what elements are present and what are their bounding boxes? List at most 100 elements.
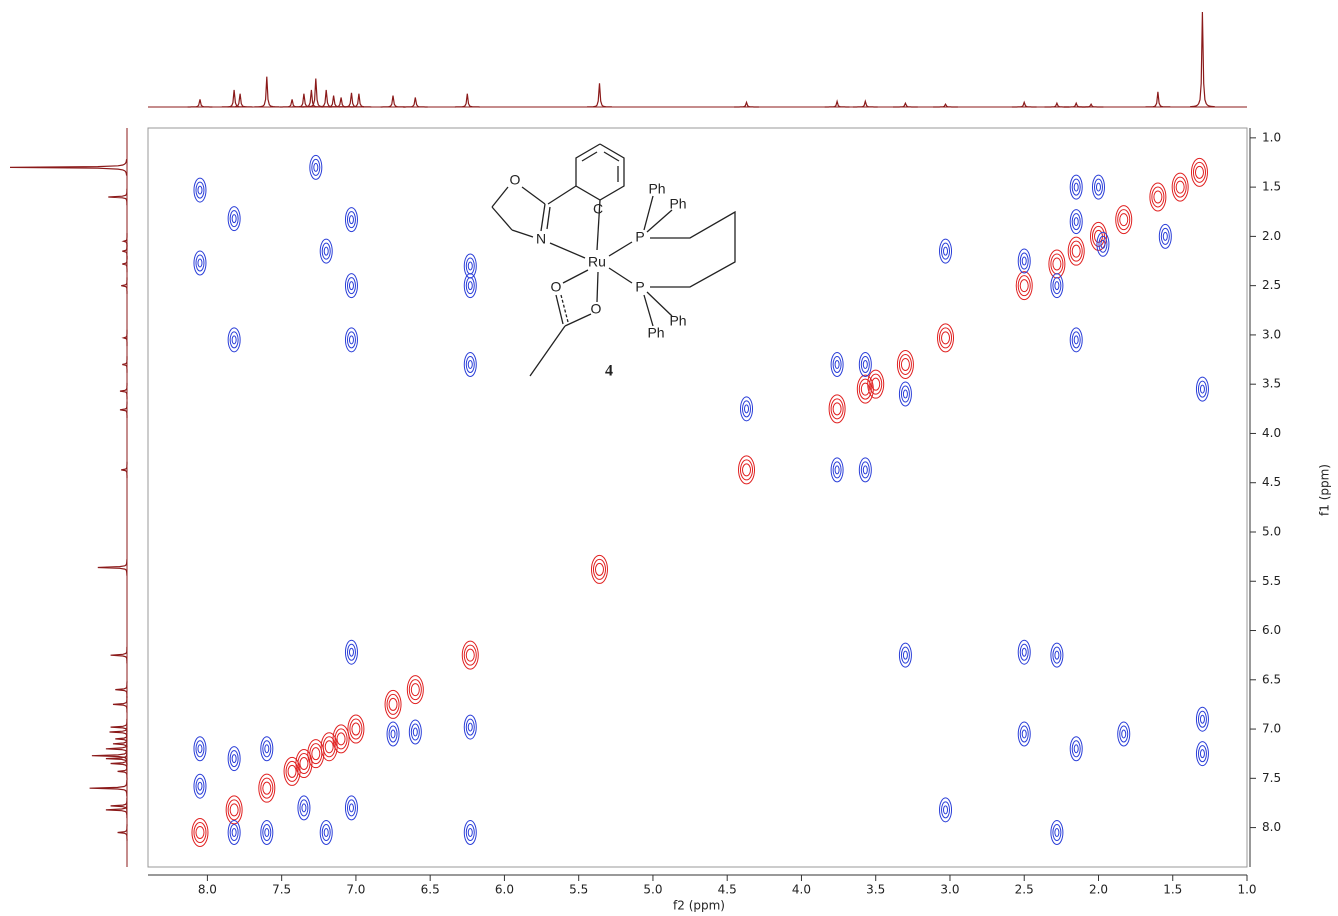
x-tick-label: 1.5: [1163, 883, 1182, 897]
cross-peak: [345, 640, 357, 664]
projection-peak: [455, 94, 480, 107]
contour-ring: [1200, 750, 1204, 758]
projection-peak: [122, 356, 127, 372]
cross-peak: [1196, 707, 1208, 731]
projection-peak: [188, 99, 213, 107]
contour-ring: [232, 336, 236, 344]
y-tick-label: 4.5: [1262, 475, 1281, 489]
contour-ring: [1198, 746, 1206, 762]
y-tick-label: 2.5: [1262, 278, 1281, 292]
cross-peak: [1051, 821, 1063, 845]
contour-ring: [833, 356, 841, 372]
contour-ring: [1163, 232, 1167, 240]
cross-peak: [345, 274, 357, 298]
atom-label: Ru: [588, 254, 606, 270]
cross-peak: [228, 747, 240, 771]
contour-ring: [349, 282, 353, 290]
y-tick-label: 7.5: [1262, 771, 1281, 785]
contour-ring: [232, 755, 236, 763]
compound-label: 4: [605, 363, 613, 380]
contour-ring: [324, 247, 328, 255]
x-axis-label: f2 (ppm): [673, 899, 725, 913]
contour-ring: [743, 464, 751, 476]
cross-peak: [194, 737, 206, 761]
cross-peak: [1068, 237, 1084, 265]
contour-ring: [1022, 257, 1026, 265]
cross-peak: [464, 254, 476, 278]
contour-ring: [1053, 258, 1061, 270]
projection-peak: [893, 103, 918, 107]
contour-ring: [263, 825, 271, 841]
contour-ring: [232, 215, 236, 223]
contour-ring: [1120, 214, 1128, 226]
contour-ring: [411, 724, 419, 740]
contour-ring: [230, 825, 238, 841]
cross-peak: [1172, 173, 1188, 201]
contour-ring: [1072, 332, 1080, 348]
contour-ring: [901, 386, 909, 402]
cross-peak: [899, 643, 911, 667]
y-tick-label: 1.5: [1262, 180, 1281, 194]
contour-ring: [1072, 245, 1080, 257]
x-tick-label: 2.5: [1015, 883, 1034, 897]
cross-peak: [1018, 249, 1030, 273]
cross-peak: [1016, 272, 1032, 300]
contour-ring: [1055, 829, 1059, 837]
contour-ring: [347, 644, 355, 660]
contour-ring: [302, 804, 306, 812]
contour-ring: [324, 829, 328, 837]
bond: [550, 243, 585, 258]
contour-ring: [1074, 745, 1078, 753]
atom-label: O: [591, 301, 602, 317]
contour-ring: [835, 360, 839, 368]
cross-peak: [741, 397, 753, 421]
contour-ring: [942, 332, 950, 344]
contour-ring: [861, 462, 869, 478]
projection-peak: [124, 233, 128, 249]
contour-ring: [468, 360, 472, 368]
chart: f2 (ppm) f1 (ppm) O N Ru C P Ph Ph: [0, 0, 1338, 916]
contour-ring: [389, 698, 397, 710]
contour-ring: [595, 563, 603, 575]
x-tick-label: 4.5: [718, 883, 737, 897]
bond: [492, 187, 508, 207]
cross-peak: [192, 819, 208, 847]
projection-peak: [121, 277, 127, 294]
atom-label: O: [510, 172, 521, 188]
contour-ring: [196, 255, 204, 271]
x-tick-label: 3.0: [940, 883, 959, 897]
projection-peak: [734, 102, 759, 107]
bond: [530, 326, 565, 376]
atom-label: Ph: [669, 313, 686, 329]
contour-ring: [1101, 240, 1105, 248]
cross-peak: [1070, 737, 1082, 761]
cross-peak: [899, 382, 911, 406]
bond: [492, 207, 512, 230]
contour-ring: [1099, 236, 1107, 252]
projection-peak: [121, 462, 127, 478]
atom-label: Ph: [647, 325, 664, 341]
contour-ring: [1020, 644, 1028, 660]
cross-peak: [462, 641, 478, 669]
contour-ring: [1072, 214, 1080, 230]
contour-ring: [300, 758, 308, 770]
projection-peak: [120, 383, 127, 399]
contour-ring: [1055, 282, 1059, 290]
cross-peak: [1196, 377, 1208, 401]
cross-peak: [1018, 640, 1030, 664]
projection-peak: [122, 243, 127, 259]
cross-peak: [1051, 643, 1063, 667]
cross-peak: [464, 715, 476, 739]
cross-peak: [1018, 722, 1030, 746]
contour-ring: [230, 751, 238, 767]
x-tick-label: 8.0: [198, 883, 217, 897]
contour-ring: [322, 243, 330, 259]
contour-ring: [466, 278, 474, 294]
cross-peak: [464, 352, 476, 376]
cross-peak: [333, 725, 349, 753]
cross-peak: [1070, 328, 1082, 352]
y-tick-label: 3.0: [1262, 327, 1281, 341]
cross-peak: [1150, 183, 1166, 211]
cross-peak: [261, 737, 273, 761]
projection-peak: [120, 402, 127, 418]
